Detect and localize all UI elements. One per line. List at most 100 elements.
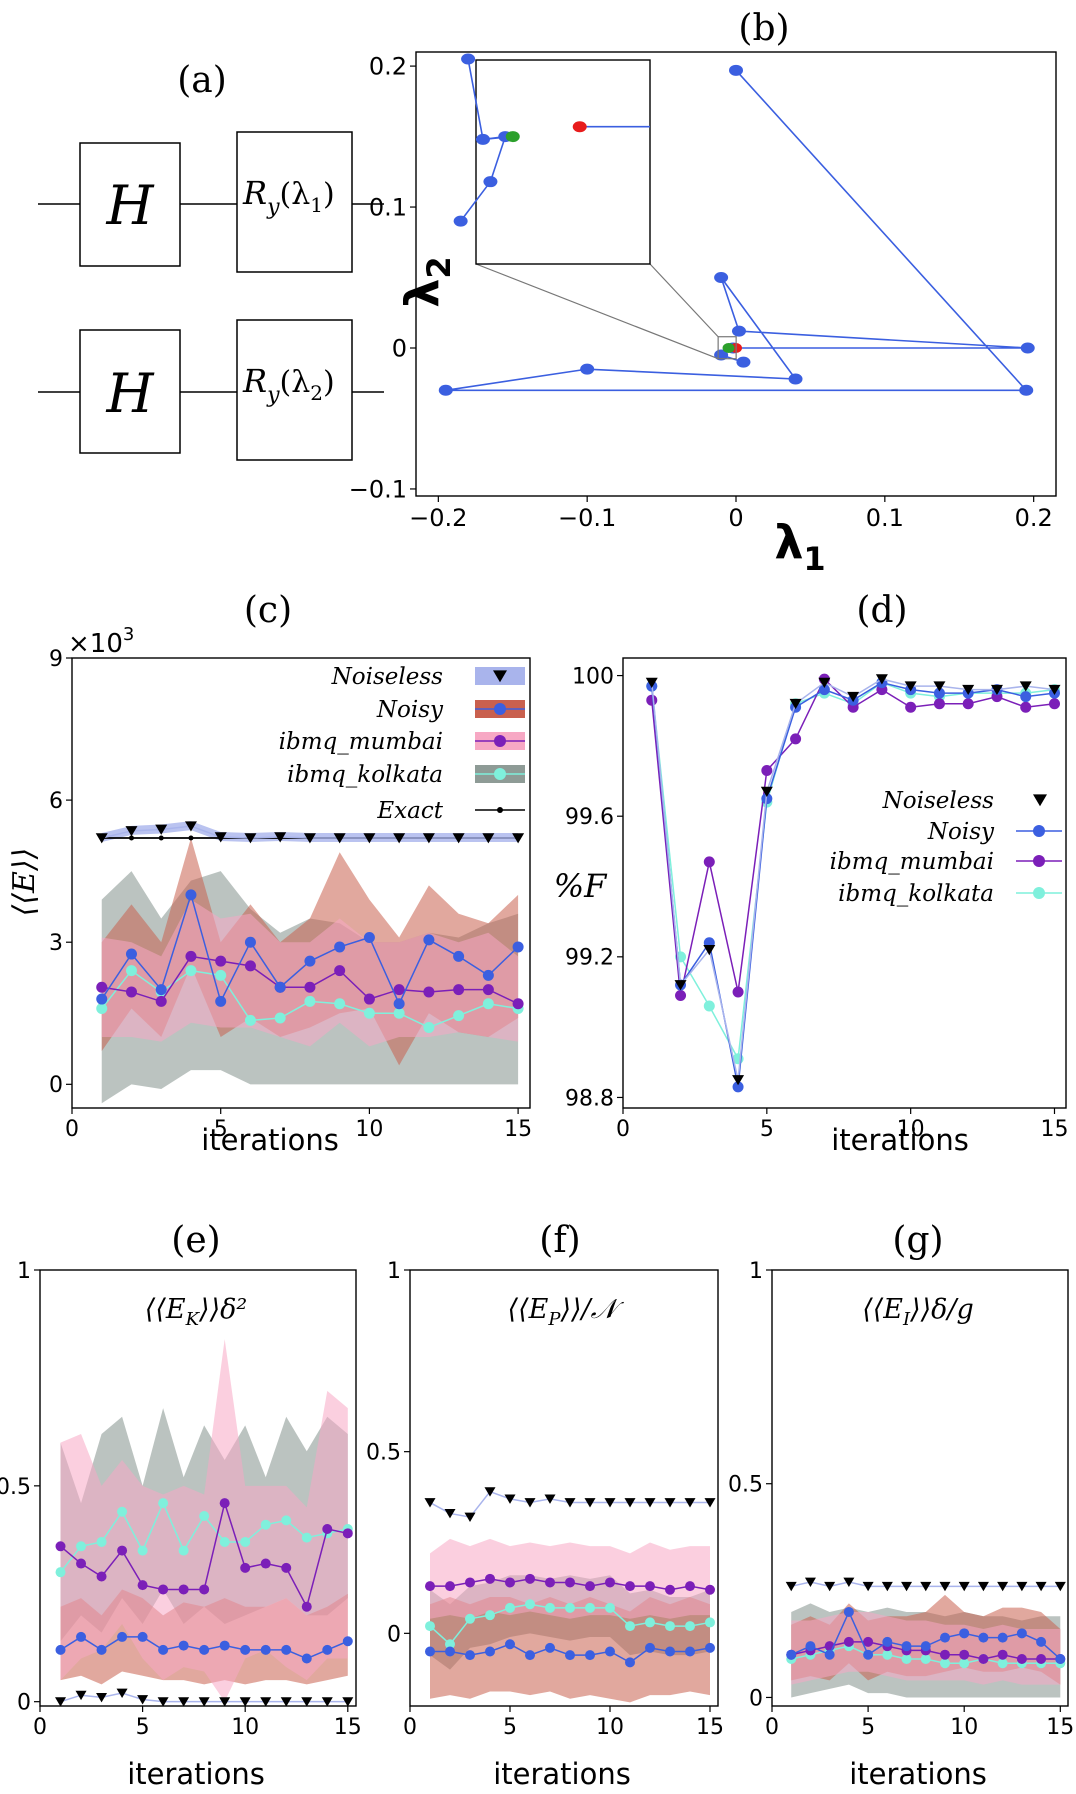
panel-c-ibmq-kolkata-marker bbox=[334, 998, 346, 1010]
panel-e-y-tick-label: 0.5 bbox=[0, 1475, 31, 1500]
panel-f-ibmq-kolkata-marker bbox=[485, 1610, 495, 1621]
panel-b-x-tick-label: −0.1 bbox=[558, 504, 616, 532]
panel-c-label: (c) bbox=[244, 590, 292, 631]
panel-e-ibmq-mumbai-marker bbox=[96, 1571, 107, 1582]
panel-e-noisy-marker bbox=[76, 1631, 87, 1642]
panel-c-noisy-marker bbox=[334, 941, 346, 953]
panel-g-label: (g) bbox=[892, 1220, 943, 1261]
panel-c-noiseless-marker bbox=[303, 833, 316, 844]
panel-e-ibmq-mumbai-marker bbox=[137, 1580, 148, 1591]
panel-f-ibmq-kolkata-marker bbox=[505, 1602, 515, 1613]
panel-g-noiseless-marker bbox=[997, 1581, 1009, 1592]
panel-c-ibmq-mumbai-marker bbox=[393, 984, 405, 996]
panel-c-ibmq-mumbai-marker bbox=[185, 950, 197, 962]
panel-f-ibmq-mumbai-marker bbox=[525, 1573, 535, 1584]
panel-b-final-point-green bbox=[722, 343, 735, 353]
panel-g-noisy-marker bbox=[978, 1632, 989, 1643]
panel-e-plot-frame bbox=[39, 1269, 357, 1707]
panel-g-y-tick-label: 1 bbox=[749, 1259, 763, 1284]
panel-d-legend-label: ibmq_mumbai bbox=[830, 849, 994, 875]
panel-c-legend-label: Noisy bbox=[376, 697, 444, 723]
panel-g-y-tick-label: 0.5 bbox=[728, 1473, 763, 1498]
panel-d-noiseless-marker bbox=[645, 677, 658, 689]
panel-g-annotation-sub: I bbox=[902, 1309, 911, 1330]
panel-c-ibmq-kolkata-marker bbox=[96, 1003, 108, 1015]
panel-f-noiseless-marker bbox=[704, 1498, 716, 1508]
panel-d-ibmq-mumbai-marker bbox=[1048, 698, 1060, 710]
panel-e-noisy-marker bbox=[342, 1636, 353, 1647]
panel-g-noiseless-marker bbox=[901, 1581, 913, 1592]
panel-f-ibmq-mumbai-marker bbox=[645, 1581, 655, 1592]
panel-g-noisy-marker bbox=[1016, 1628, 1027, 1639]
panel-f-y-tick-label: 0 bbox=[387, 1622, 401, 1647]
panel-e-noisy-marker bbox=[322, 1644, 333, 1655]
panel-b-x-tick-label: 0.2 bbox=[1015, 504, 1053, 532]
panel-e-noiseless-marker bbox=[219, 1697, 231, 1707]
panel-c-multiplier: ×103 bbox=[68, 624, 134, 659]
panel-g-noisy-marker bbox=[843, 1606, 854, 1617]
panel-e-noiseless-marker bbox=[260, 1697, 272, 1707]
panel-g-noisy-marker bbox=[882, 1636, 893, 1647]
panel-g-noiseless-marker bbox=[804, 1577, 816, 1587]
panel-e-ibmq-mumbai-marker bbox=[240, 1562, 251, 1573]
panel-c-ibmq-kolkata-marker bbox=[274, 1012, 286, 1024]
panel-e-ibmq-mumbai-marker bbox=[76, 1558, 87, 1569]
panel-g-y-tick-label: 0 bbox=[749, 1686, 763, 1711]
panel-e-noiseless-marker bbox=[280, 1697, 292, 1707]
panel-g-ibmq-kolkata-marker bbox=[997, 1658, 1008, 1669]
panel-d-y-tick-label: 100 bbox=[572, 664, 614, 689]
panel-b-y-axis-label-sub: 2 bbox=[420, 256, 458, 278]
panel-b-trajectory-point bbox=[729, 64, 743, 76]
panel-e-ibmq-mumbai-marker bbox=[322, 1524, 333, 1535]
panel-e-noiseless-marker bbox=[157, 1697, 169, 1707]
panel-b-inset-point bbox=[453, 215, 468, 227]
panel-d-legend-label: ibmq_kolkata bbox=[838, 881, 994, 907]
panel-c-exact-marker bbox=[158, 835, 164, 841]
panel-f-noisy-band bbox=[430, 1597, 710, 1703]
panel-c-ibmq-kolkata-marker bbox=[453, 1010, 465, 1022]
panel-f-ibmq-mumbai-marker bbox=[505, 1577, 515, 1588]
panel-g-noisy-marker bbox=[997, 1632, 1008, 1643]
panel-d-ibmq-mumbai-marker bbox=[761, 765, 773, 776]
panel-e-noisy-marker bbox=[158, 1644, 169, 1655]
panel-c-ibmq-mumbai-marker bbox=[453, 984, 465, 996]
panel-b-trajectory-point bbox=[1019, 384, 1034, 396]
panel-f-noisy-marker bbox=[685, 1646, 695, 1657]
panel-d-noiseless-marker bbox=[933, 681, 946, 692]
panel-g-noiseless-marker bbox=[881, 1581, 893, 1592]
panel-e-ibmq-kolkata-marker bbox=[219, 1536, 230, 1547]
panel-d-noiseless-marker bbox=[789, 698, 802, 710]
panel-f-noiseless-marker bbox=[504, 1494, 516, 1504]
panel-e-ibmq-mumbai-marker bbox=[260, 1558, 271, 1569]
panel-f-noiseless-marker bbox=[584, 1498, 596, 1508]
panel-f-ibmq-mumbai-marker bbox=[625, 1581, 635, 1592]
panel-e-noisy-marker bbox=[55, 1644, 66, 1655]
panel-e-noiseless-marker bbox=[178, 1697, 190, 1707]
panel-f-noisy-marker bbox=[645, 1642, 655, 1653]
panel-c-ibmq-kolkata-marker bbox=[244, 1014, 256, 1026]
panel-f-noisy-marker bbox=[565, 1650, 575, 1661]
panel-e-noisy-marker bbox=[240, 1644, 251, 1655]
panel-g-noisy-marker bbox=[824, 1649, 835, 1660]
panel-d-ibmq-mumbai-marker bbox=[933, 698, 945, 710]
panel-e-annotation-tail: ⟩⟩δ² bbox=[198, 1294, 247, 1325]
panel-c-y-tick-label: 0 bbox=[49, 1073, 63, 1098]
panel-e-ibmq-kolkata-marker bbox=[55, 1567, 66, 1578]
panel-c-ibmq-mumbai-marker bbox=[244, 960, 256, 972]
panel-d-legend-label: Noiseless bbox=[882, 788, 995, 814]
panel-d-noiseless-marker bbox=[904, 681, 917, 692]
panel-f-ibmq-mumbai-marker bbox=[565, 1577, 575, 1588]
panel-c-ibmq-mumbai-marker bbox=[215, 955, 227, 967]
panel-e-ibmq-kolkata-marker bbox=[158, 1498, 169, 1509]
panel-c-y-tick-label: 3 bbox=[49, 931, 63, 956]
panel-c-legend-label: ibmq_kolkata bbox=[287, 762, 443, 788]
panel-e-ibmq-mumbai-marker bbox=[342, 1528, 353, 1539]
panel-g-noiseless-marker bbox=[939, 1581, 951, 1592]
panel-f-ibmq-mumbai-marker bbox=[685, 1581, 695, 1592]
panel-d-noisy-marker bbox=[1020, 691, 1032, 703]
panel-c-ibmq-mumbai-marker bbox=[155, 995, 167, 1007]
panel-f-x-tick-label: 10 bbox=[596, 1715, 624, 1740]
panel-c-noiseless-marker bbox=[482, 833, 495, 844]
panel-c-ibmq-mumbai-marker bbox=[363, 993, 375, 1005]
panel-b-x-tick-label: 0.1 bbox=[866, 504, 904, 532]
